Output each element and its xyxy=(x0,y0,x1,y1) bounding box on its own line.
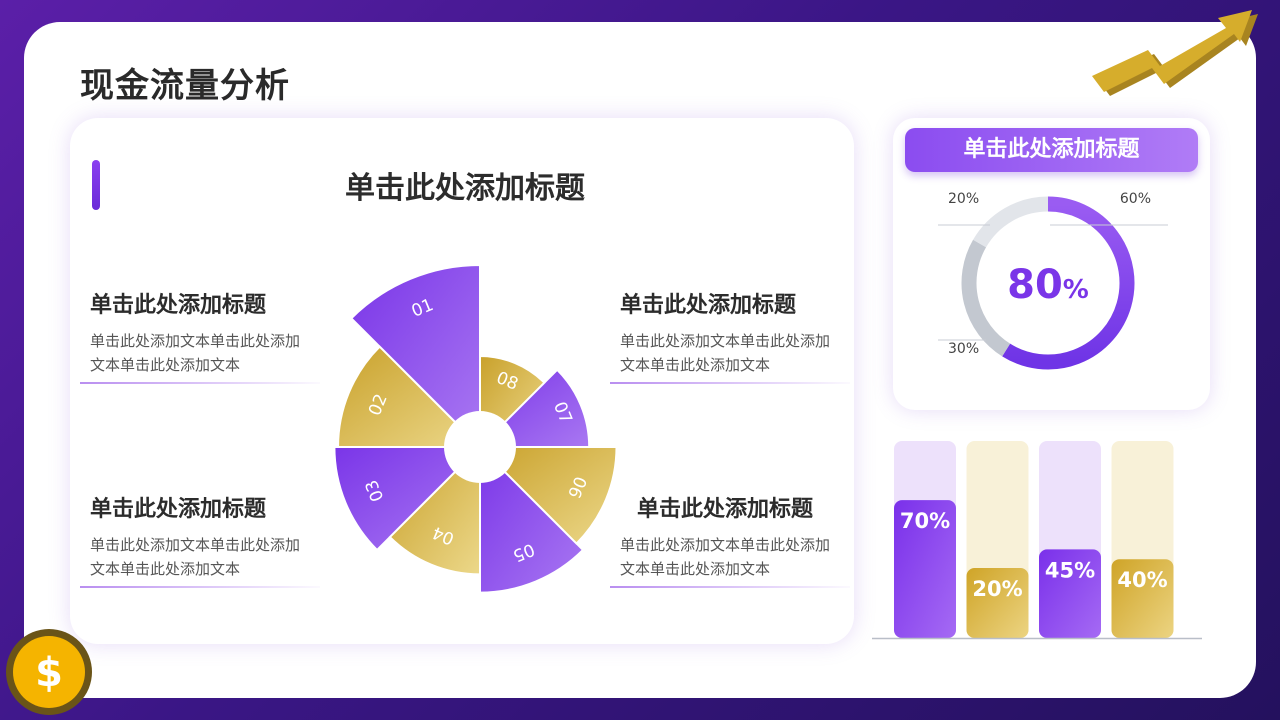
bar-chart: 70% 20% 45% 40% xyxy=(872,441,1202,640)
trend-arrow-icon xyxy=(1092,10,1258,96)
bar-4 xyxy=(1111,559,1174,638)
donut-label-3: 20% xyxy=(948,191,979,207)
page-title: 现金流量分析 xyxy=(80,66,290,106)
right-panel-title: 单击此处添加标题 xyxy=(905,128,1198,172)
donut-label-1: 60% xyxy=(1120,191,1151,207)
donut-label-2: 30% xyxy=(948,341,979,357)
text-block-body: 单击此处添加文本单击此处添加文本单击此处添加文本 xyxy=(90,332,301,374)
rose-segment-03 xyxy=(333,446,483,552)
bar-3 xyxy=(1039,549,1101,638)
donut-segment-3 xyxy=(973,196,1049,248)
text-block-title: 单击此处添加标题 xyxy=(90,293,267,318)
bar-label-1: 70% xyxy=(900,509,950,533)
accent-bar xyxy=(92,160,100,210)
bar-label-2: 20% xyxy=(972,577,1022,601)
text-block-body: 单击此处添加文本单击此处添加文本单击此处添加文本 xyxy=(620,536,831,578)
left-panel-title: 单击此处添加标题 xyxy=(345,171,585,206)
rose-segment-05 xyxy=(479,444,585,594)
text-block-top-left: 单击此处添加标题 单击此处添加文本单击此处添加文本单击此处添加文本 xyxy=(90,287,330,377)
text-block-title: 单击此处添加标题 xyxy=(90,497,267,522)
donut-segment-1 xyxy=(1002,196,1135,370)
text-block-bottom-left: 单击此处添加标题 单击此处添加文本单击此处添加文本单击此处添加文本 xyxy=(90,491,330,581)
bar-label-3: 45% xyxy=(1045,558,1095,582)
donut-center-value: 80% xyxy=(1007,262,1089,308)
text-block-bottom-right: 单击此处添加标题 单击此处添加文本单击此处添加文本单击此处添加文本 xyxy=(620,491,860,581)
divider-line xyxy=(610,382,850,384)
text-block-title: 单击此处添加标题 xyxy=(637,497,814,522)
divider-line xyxy=(80,586,320,588)
rose-segment-02 xyxy=(337,345,483,448)
text-block-body: 单击此处添加文本单击此处添加文本单击此处添加文本 xyxy=(620,332,831,374)
donut-chart: 60% 30% 20% 80% xyxy=(938,191,1168,370)
bar-1 xyxy=(894,500,956,638)
rose-segment-06 xyxy=(477,446,618,545)
bar-2 xyxy=(966,568,1029,638)
rose-segment-01 xyxy=(349,263,481,450)
rose-segment-04 xyxy=(388,444,481,576)
rose-center-hole xyxy=(444,411,516,483)
svg-text:$: $ xyxy=(35,650,63,696)
text-block-body: 单击此处添加文本单击此处添加文本单击此处添加文本 xyxy=(90,536,301,578)
divider-line xyxy=(610,586,850,588)
divider-line xyxy=(80,382,320,384)
donut-segment-2 xyxy=(961,239,1011,357)
text-block-top-right: 单击此处添加标题 单击此处添加文本单击此处添加文本单击此处添加文本 xyxy=(620,287,860,377)
bar-label-4: 40% xyxy=(1117,568,1167,592)
dollar-coin-icon: $ xyxy=(6,629,92,715)
text-block-title: 单击此处添加标题 xyxy=(620,293,797,318)
